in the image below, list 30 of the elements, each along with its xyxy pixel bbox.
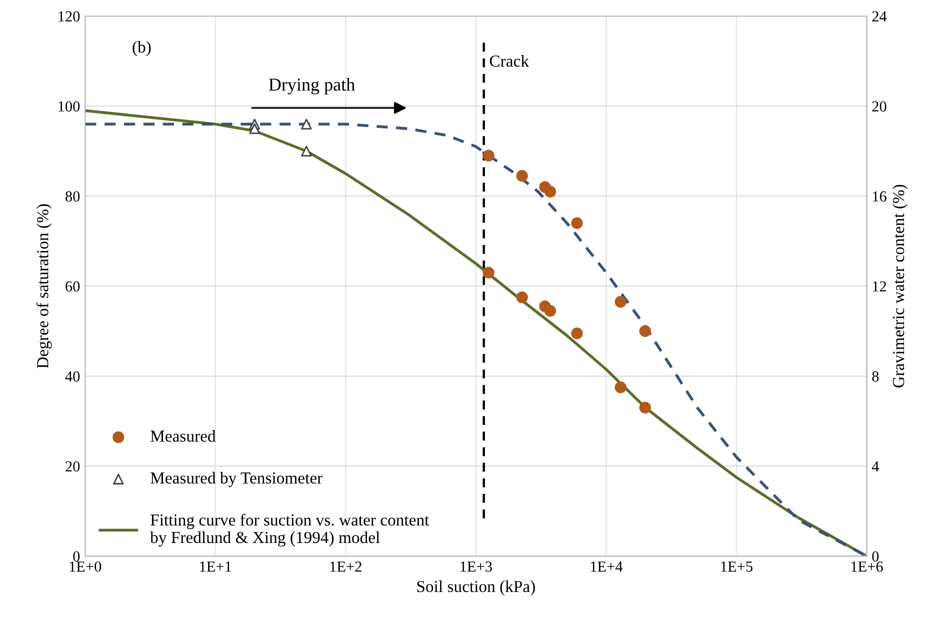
y-tick-label: 80 [66, 191, 80, 202]
x-tick-label: 1E+6 [851, 561, 883, 572]
y2-tick-label: 8 [872, 371, 879, 382]
y-tick-label: 100 [58, 101, 80, 112]
y-axis-title: Degree of saturation (%) [36, 204, 52, 368]
y2-tick-label: 4 [872, 461, 880, 472]
x-tick-label: 1E+3 [460, 561, 492, 572]
x-tick-label: 1E+0 [70, 561, 102, 572]
y2-tick-label: 16 [872, 191, 886, 202]
y-tick-label: 20 [66, 461, 80, 472]
y2-tick-label: 24 [872, 11, 887, 22]
legend-label: Fitting curve for suction vs. water content by Fredlund & Xing (1994) model [150, 514, 430, 547]
y2-tick-label: 12 [872, 281, 886, 292]
ref-line-label: Crack [490, 55, 530, 67]
y2-axis-title: Gravimetric water content (%) [892, 184, 908, 388]
x-tick-label: 1E+4 [590, 562, 623, 572]
y2-tick-label: 20 [872, 101, 886, 112]
y-tick-label: 120 [58, 11, 80, 22]
y-tick-label: 0 [73, 551, 80, 562]
legend-label: Measured [150, 430, 216, 442]
y2-tick-label: 0 [872, 551, 879, 562]
y-tick-label: 40 [65, 371, 80, 382]
x-axis-title: Soil suction (kPa) [417, 580, 535, 596]
legend-label: Measured by Tensiometer [150, 472, 322, 488]
y-tick-label: 60 [66, 281, 80, 292]
x-tick-label: 1E+5 [721, 562, 752, 572]
x-tick-label: 1E+2 [330, 561, 362, 572]
annotation: (b) [132, 40, 151, 56]
annotation: Drying path [268, 78, 355, 94]
x-tick-label: 1E+1 [200, 562, 232, 572]
